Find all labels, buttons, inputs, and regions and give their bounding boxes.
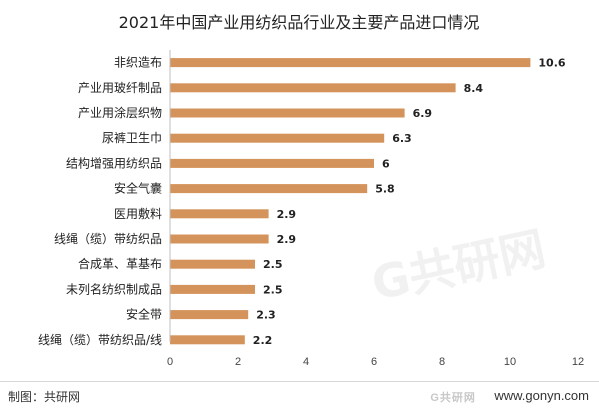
- bars-layer: 非织造布 10.6 产业用玻纤制品 8.4 产业用涂层织物 6.9 尿裤卫生巾 6.3 结构增强…: [38, 56, 566, 347]
- bar: [170, 310, 249, 320]
- bar-value-label: 8.4: [464, 82, 484, 95]
- bar-value-label: 2.5: [263, 283, 283, 296]
- bar-value-label: 2.2: [253, 334, 272, 347]
- bar-value-label: 6.3: [392, 132, 412, 145]
- category-label: 未列名纺织制成品: [66, 281, 162, 296]
- category-label: 线绳（缆）带纺织品: [54, 232, 162, 246]
- bar: [170, 234, 269, 244]
- footer-divider: [0, 381, 599, 382]
- bar-value-label: 6: [382, 157, 390, 170]
- bar-value-label: 10.6: [538, 57, 565, 70]
- category-label: 线绳（缆）带纺织品/线: [38, 333, 162, 347]
- bar-value-label: 5.8: [375, 183, 395, 196]
- category-label: 安全气囊: [114, 181, 162, 196]
- category-label: 合成革、革基布: [78, 256, 162, 271]
- x-tick-label: 6: [371, 356, 377, 368]
- category-label: 非织造布: [114, 56, 162, 70]
- bar: [170, 209, 269, 219]
- source-note: 制图：共研网: [8, 390, 81, 404]
- bar-value-label: 2.3: [256, 309, 276, 322]
- site-credit: G共研网 www.gonyn.com: [430, 388, 589, 404]
- x-tick-label: 10: [504, 356, 516, 368]
- bar-value-label: 6.9: [413, 107, 433, 120]
- bar: [170, 108, 405, 118]
- chart-title: 2021年中国产业用纺织品行业及主要产品进口情况: [119, 13, 480, 32]
- bar-value-label: 2.5: [263, 258, 283, 271]
- bar: [170, 184, 368, 194]
- x-tick-label: 4: [303, 356, 309, 368]
- bar: [170, 259, 255, 269]
- category-label: 医用敷料: [114, 206, 162, 221]
- x-tick-label: 8: [439, 356, 445, 368]
- bar: [170, 133, 385, 143]
- x-tick-label: 0: [167, 356, 173, 368]
- site-url: www.gonyn.com: [494, 388, 589, 403]
- category-label: 结构增强用纺织品: [66, 155, 162, 170]
- bar: [170, 335, 245, 345]
- gonyn-logo-icon: G共研网: [430, 391, 476, 404]
- bar-value-label: 2.9: [277, 233, 297, 246]
- bar: [170, 83, 456, 93]
- bar: [170, 284, 255, 294]
- x-tick-label: 12: [572, 356, 584, 368]
- category-label: 安全带: [126, 307, 162, 322]
- category-label: 产业用涂层织物: [78, 105, 162, 120]
- x-axis-ticks: 0 2 4 6 8 10 12: [167, 356, 584, 368]
- bar-value-label: 2.9: [277, 208, 297, 221]
- category-label: 产业用玻纤制品: [78, 81, 162, 95]
- bar: [170, 158, 374, 168]
- bar: [170, 58, 531, 68]
- category-label: 尿裤卫生巾: [102, 131, 162, 145]
- x-tick-label: 2: [235, 356, 241, 368]
